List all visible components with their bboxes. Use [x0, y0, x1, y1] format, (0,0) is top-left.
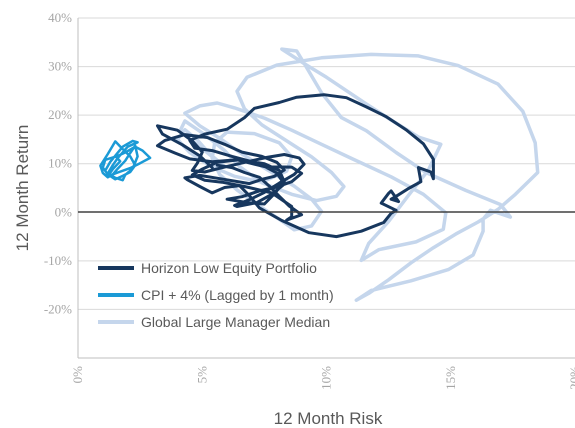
x-tick-label: 15%: [443, 366, 458, 390]
x-axis-title: 12 Month Risk: [274, 409, 383, 428]
y-tick-label: 30%: [48, 59, 72, 74]
legend-label: Global Large Manager Median: [141, 314, 330, 330]
y-tick-label: 10%: [48, 156, 72, 171]
x-tick-label: 5%: [194, 366, 209, 384]
x-tick-label: 0%: [70, 366, 85, 384]
y-tick-label: 0%: [55, 204, 73, 219]
legend: Horizon Low Equity Portfolio CPI + 4% (La…: [98, 260, 334, 330]
x-tick-label: 10%: [319, 366, 334, 390]
y-tick-label: 20%: [48, 107, 72, 122]
y-tick-labels: 40% 30% 20% 10% 0% -10% -20%: [44, 10, 72, 316]
legend-label: CPI + 4% (Lagged by 1 month): [141, 287, 334, 303]
y-axis-title: 12 Month Return: [13, 125, 32, 252]
legend-label: Horizon Low Equity Portfolio: [141, 260, 317, 276]
series-layer: [99, 47, 540, 302]
y-tick-label: -10%: [44, 253, 72, 268]
gridlines: [78, 17, 575, 310]
x-tick-label: 20%: [567, 366, 575, 390]
y-tick-label: 40%: [48, 10, 72, 25]
x-tick-labels: 0% 5% 10% 15% 20%: [70, 366, 575, 390]
series-line-horizon-low-equity-portfolio: [156, 93, 435, 239]
y-tick-label: -20%: [44, 301, 72, 316]
series-line-cpi-4-lagged-by-1-month: [99, 139, 152, 182]
